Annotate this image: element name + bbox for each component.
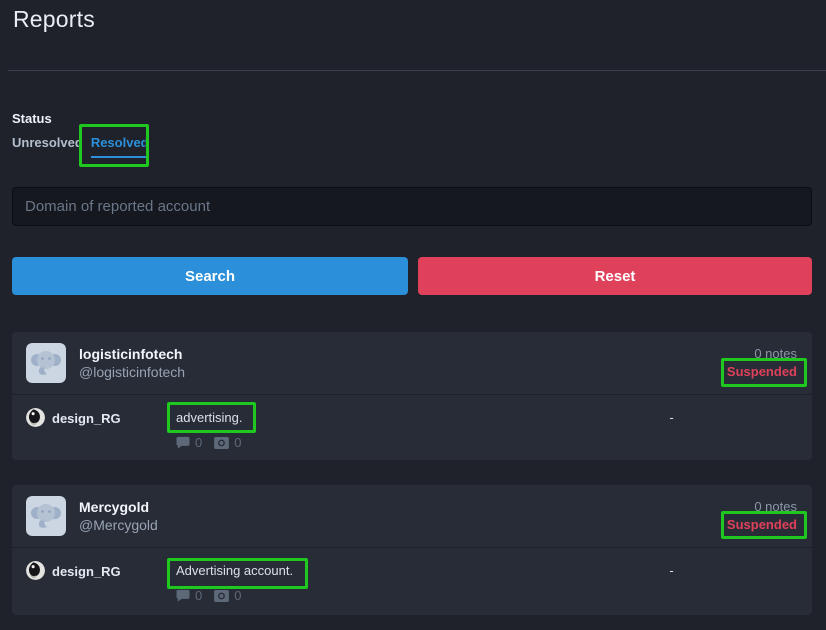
replies-count-value: 0	[195, 588, 203, 603]
reporter-avatar-image	[26, 408, 45, 427]
page-title: Reports	[13, 6, 95, 32]
title-divider	[8, 70, 826, 71]
assignee-value: -	[669, 410, 674, 425]
filter-resolved-link[interactable]: Resolved	[90, 135, 149, 158]
target-account-name: Mercygold	[79, 499, 150, 515]
reporter-link[interactable]: design_RG	[26, 408, 176, 427]
target-account-link[interactable]: logisticinfotech @logisticinfotech	[79, 345, 185, 381]
counts-row: 0 0	[176, 435, 546, 450]
counts-row: 0 0	[176, 588, 546, 603]
camera-icon	[214, 589, 230, 602]
report-summary-row: design_RG advertising. 0 0	[12, 395, 812, 450]
notes-link[interactable]: 0 notes	[754, 499, 797, 514]
report-card: logisticinfotech @logisticinfotech 0 not…	[12, 332, 812, 460]
reporter-avatar-image	[26, 561, 45, 580]
media-count: 0	[214, 435, 241, 450]
target-account-name: logisticinfotech	[79, 346, 183, 362]
notes-link[interactable]: 0 notes	[754, 346, 797, 361]
media-count-value: 0	[234, 435, 242, 450]
report-card-meta: 0 notes Suspended	[727, 345, 797, 381]
media-count: 0	[214, 588, 241, 603]
comment-column: Advertising account. 0 0	[176, 561, 546, 603]
domain-search-input[interactable]	[12, 187, 812, 226]
report-comment-link[interactable]: Advertising account.	[176, 563, 294, 578]
replies-count-value: 0	[195, 435, 203, 450]
target-account-handle: @logisticinfotech	[79, 364, 186, 380]
comment-column: advertising. 0 0	[176, 408, 546, 450]
speech-bubble-icon	[176, 589, 190, 602]
search-button[interactable]: Search	[12, 257, 408, 295]
default-elephant-avatar	[26, 496, 66, 536]
target-account-link[interactable]: Mercygold @Mercygold	[79, 498, 158, 534]
speech-bubble-icon	[176, 436, 190, 449]
report-comment-link[interactable]: advertising.	[176, 410, 243, 425]
status-filter-label: Status	[12, 111, 52, 126]
filter-unresolved-link[interactable]: Unresolved	[12, 135, 83, 150]
reporter-name: design_RG	[52, 564, 121, 579]
report-card-header: logisticinfotech @logisticinfotech 0 not…	[12, 332, 812, 395]
default-elephant-avatar	[26, 343, 66, 383]
status-badge: Suspended	[726, 517, 797, 532]
report-card-meta: 0 notes Suspended	[727, 498, 797, 534]
replies-count: 0	[176, 588, 202, 603]
target-account-handle: @Mercygold	[79, 517, 158, 533]
camera-icon	[214, 436, 230, 449]
report-summary-row: design_RG Advertising account. 0	[12, 548, 812, 603]
status-badge: Suspended	[726, 364, 797, 379]
report-card-header: Mercygold @Mercygold 0 notes Suspended	[12, 485, 812, 548]
assignee-value: -	[669, 563, 674, 578]
reporter-link[interactable]: design_RG	[26, 561, 176, 580]
replies-count: 0	[176, 435, 202, 450]
reset-button[interactable]: Reset	[418, 257, 812, 295]
report-card: Mercygold @Mercygold 0 notes Suspended d…	[12, 485, 812, 615]
media-count-value: 0	[234, 588, 242, 603]
reporter-name: design_RG	[52, 411, 121, 426]
status-filter-row: Unresolved Resolved	[12, 135, 149, 158]
